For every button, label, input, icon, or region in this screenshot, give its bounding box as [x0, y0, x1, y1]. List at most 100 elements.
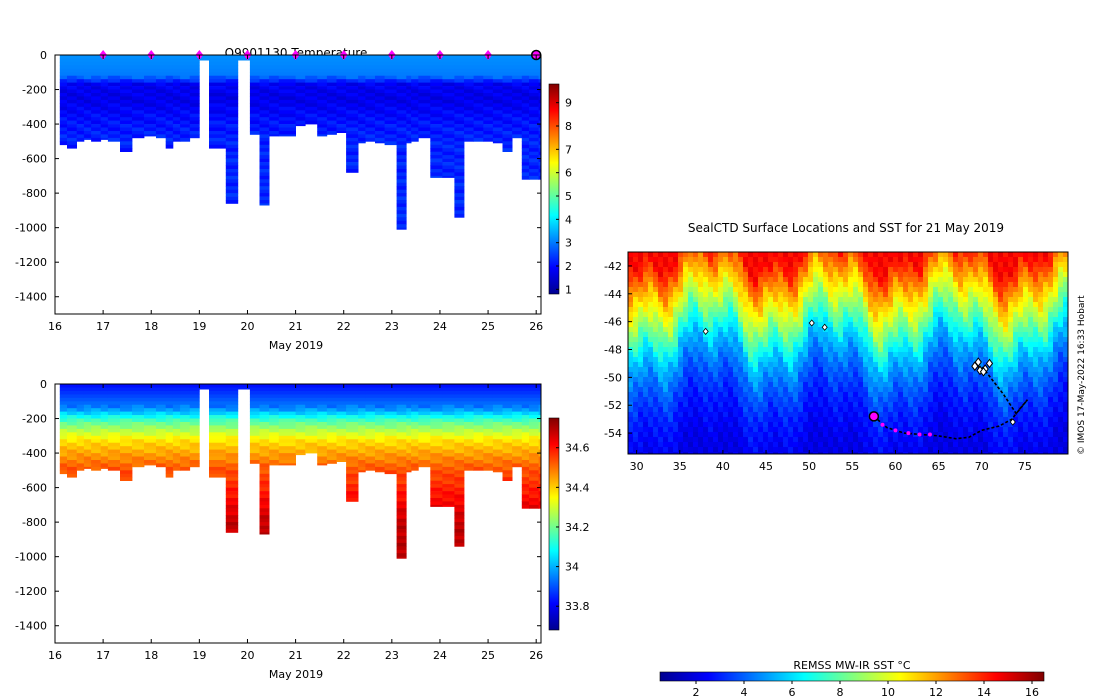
sst-cell: [823, 322, 829, 328]
sst-cell: [798, 312, 804, 318]
sst-cell: [758, 302, 764, 308]
sst-cell: [1038, 257, 1044, 263]
section-cell: [483, 75, 494, 80]
section-cell: [454, 498, 465, 502]
sst-cell: [943, 282, 949, 288]
section-cell: [83, 422, 92, 426]
section-cell: [144, 453, 157, 457]
section-cell: [454, 432, 465, 437]
section-cell: [454, 86, 465, 90]
sst-cell: [748, 342, 754, 348]
section-cell: [91, 460, 102, 464]
section-cell: [492, 82, 503, 87]
section-cell: [442, 124, 455, 128]
section-cell: [375, 58, 385, 63]
section-cell: [430, 175, 443, 178]
section-cell: [521, 487, 530, 492]
sst-cell: [788, 317, 794, 323]
section-cell: [189, 425, 200, 430]
section-cell: [430, 82, 443, 87]
section-cell: [120, 120, 133, 125]
sst-cell: [733, 367, 739, 373]
sst-cell: [1053, 322, 1059, 328]
sst-cell: [658, 267, 664, 273]
sst-cell: [873, 362, 879, 368]
sst-cell: [793, 327, 799, 333]
sst-cell: [688, 282, 694, 288]
sst-cell: [988, 277, 994, 283]
section-cell: [502, 103, 513, 108]
section-cell: [473, 422, 484, 426]
sst-cell: [808, 262, 814, 268]
sst-cell: [668, 352, 674, 358]
section-cell: [278, 127, 296, 132]
section-cell: [189, 117, 200, 121]
section-cell: [59, 120, 68, 125]
sst-cell: [978, 252, 984, 258]
sst-cell: [823, 282, 829, 288]
sst-cell: [833, 302, 839, 308]
sst-cell: [968, 262, 974, 268]
section-cell: [180, 466, 191, 471]
section-cell: [100, 463, 109, 468]
section-cell: [336, 435, 347, 440]
colorbar-tick-label: 34.4: [565, 481, 590, 494]
sst-cell: [893, 362, 899, 368]
sst-cell: [638, 352, 644, 358]
sst-cell: [1043, 362, 1049, 368]
sst-cell: [958, 257, 964, 263]
sst-cell: [788, 322, 794, 328]
section-cell: [269, 401, 280, 406]
section-cell: [83, 425, 92, 430]
section-cell: [189, 411, 200, 416]
section-cell: [225, 110, 239, 115]
sst-cell: [1058, 352, 1064, 358]
sst-cell: [993, 252, 999, 258]
sst-cell: [933, 372, 939, 378]
sst-cell: [928, 302, 934, 308]
section-cell: [225, 151, 239, 156]
sst-cell: [968, 352, 974, 358]
sst-cell: [703, 292, 709, 298]
section-cell: [225, 55, 239, 59]
section-cell: [418, 446, 431, 450]
sst-cell: [938, 282, 944, 288]
section-cell: [473, 394, 484, 399]
section-cell: [278, 422, 296, 426]
sst-cell: [1028, 267, 1034, 273]
sst-cell: [1063, 282, 1068, 288]
section-cell: [430, 103, 443, 108]
sst-cell: [888, 342, 894, 348]
sst-cell: [793, 332, 799, 338]
sst-cell: [913, 272, 919, 278]
section-cell: [512, 134, 523, 139]
sst-cell: [963, 352, 969, 358]
sst-cell: [718, 272, 724, 278]
sst-cell: [758, 272, 764, 278]
x-tick-label: 22: [337, 649, 351, 662]
section-cell: [483, 390, 494, 395]
sst-cell: [723, 332, 729, 338]
section-cell: [375, 439, 385, 444]
sst-cell: [1063, 272, 1068, 278]
sst-cell: [803, 347, 809, 353]
sst-cell: [953, 252, 959, 258]
sst-cell: [948, 272, 954, 278]
sst-cell: [818, 312, 824, 318]
sst-cell: [893, 262, 899, 268]
sst-cell: [908, 337, 914, 343]
sst-cell: [763, 292, 769, 298]
section-cell: [259, 442, 270, 447]
section-cell: [502, 442, 513, 447]
section-cell: [269, 86, 280, 90]
sst-cell: [848, 257, 854, 263]
sst-cell: [773, 277, 779, 283]
sst-cell: [743, 342, 749, 348]
sst-cell: [663, 297, 669, 303]
sst-cell: [878, 347, 884, 353]
sst-cell: [923, 267, 929, 273]
section-cell: [411, 61, 419, 66]
sst-cell: [978, 352, 984, 358]
section-cell: [384, 425, 397, 430]
section-cell: [259, 68, 270, 73]
